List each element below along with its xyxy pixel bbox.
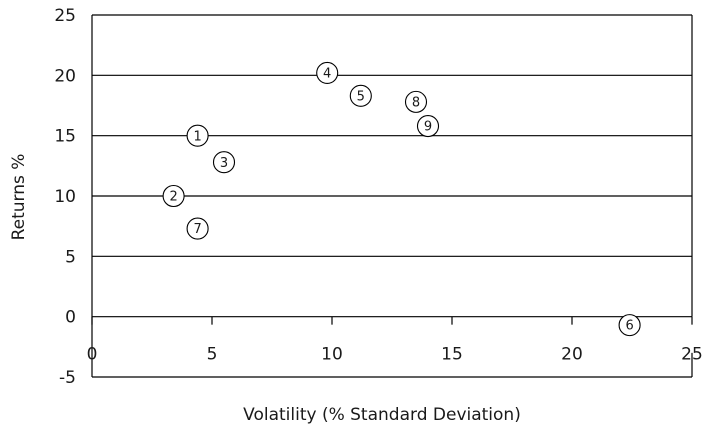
x-tick-label-20: 20 — [561, 345, 583, 365]
x-tick-label-0: 0 — [87, 345, 98, 365]
x-tick-label-25: 25 — [681, 345, 703, 365]
point-label-2: 2 — [169, 190, 177, 205]
point-marker-8 — [404, 90, 428, 113]
y-tick-label-5: 5 — [65, 247, 76, 267]
point-marker-5 — [349, 84, 372, 107]
y-axis-title: Returns % — [9, 154, 29, 241]
data-point-6: 6 — [618, 314, 641, 337]
point-label-5: 5 — [357, 89, 365, 104]
y-tick-label-25: 25 — [54, 6, 76, 26]
x-tick-label-10: 10 — [321, 345, 343, 365]
x-tick-label-5: 5 — [207, 345, 218, 365]
data-point-9: 9 — [416, 114, 440, 138]
data-point-3: 3 — [212, 151, 236, 174]
y-tick-label-0: 0 — [65, 308, 76, 328]
y-tick-label-20: 20 — [54, 66, 76, 86]
point-label-1: 1 — [193, 129, 201, 144]
point-label-9: 9 — [424, 120, 432, 135]
data-point-5: 5 — [349, 84, 372, 107]
x-axis-title: Volatility (% Standard Deviation) — [243, 405, 521, 425]
x-tick-label-15: 15 — [441, 345, 463, 365]
y-axis-ticks: -5 0 5 10 15 20 25 — [54, 6, 76, 388]
data-point-2: 2 — [162, 184, 185, 208]
data-point-1: 1 — [186, 124, 209, 147]
point-label-4: 4 — [323, 67, 331, 82]
x-axis-ticks: 0 5 10 15 20 25 — [87, 316, 703, 365]
y-tick-label-15: 15 — [54, 127, 76, 147]
data-point-4: 4 — [316, 61, 339, 84]
point-label-6: 6 — [625, 319, 633, 334]
point-label-3: 3 — [220, 156, 228, 171]
point-marker-2 — [162, 184, 185, 208]
point-marker-9 — [416, 114, 440, 138]
data-point-8: 8 — [404, 90, 428, 113]
data-point-7: 7 — [186, 217, 209, 240]
y-tick-label-10: 10 — [54, 187, 76, 207]
data-points: 1 2 3 4 5 6 7 89 — [162, 61, 641, 337]
y-tick-label--5: -5 — [59, 368, 76, 388]
point-label-8: 8 — [412, 95, 420, 110]
point-marker-6 — [618, 314, 641, 337]
point-marker-1 — [186, 124, 209, 147]
point-marker-7 — [186, 217, 209, 240]
point-marker-3 — [212, 151, 236, 174]
point-marker-4 — [316, 61, 339, 84]
point-label-7: 7 — [193, 222, 201, 237]
